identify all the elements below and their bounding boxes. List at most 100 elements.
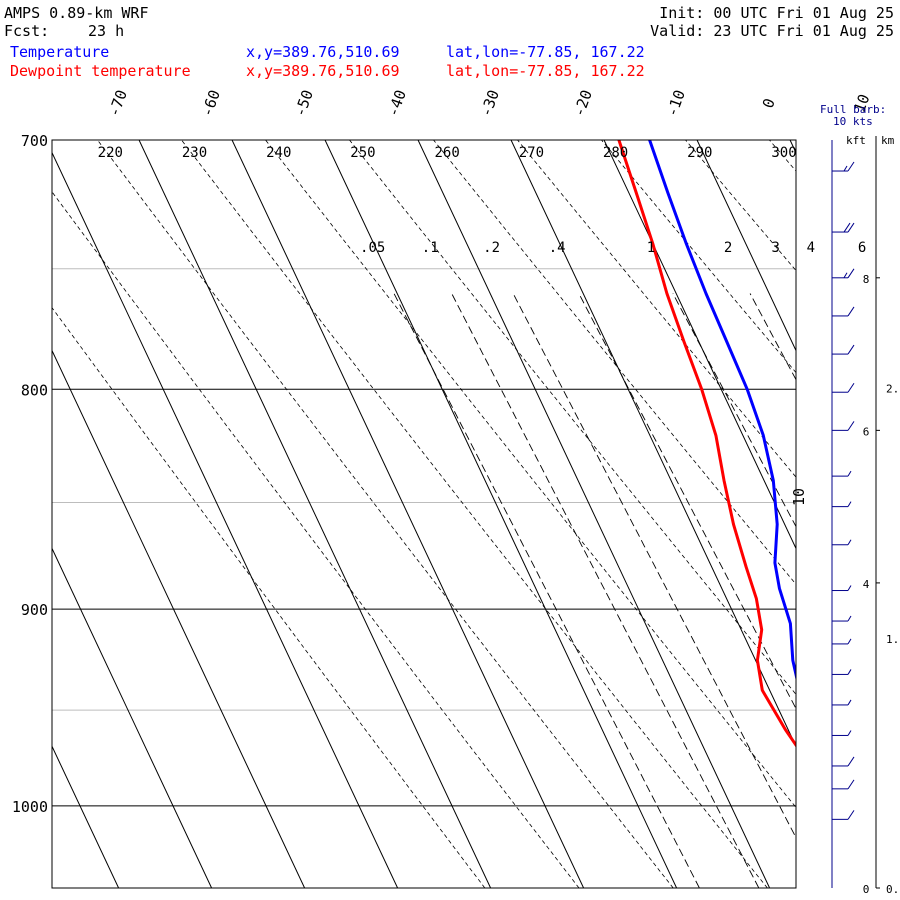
forecast-label: Fcst: bbox=[4, 22, 50, 40]
legend-dewpoint-name: Dewpoint temperature bbox=[10, 62, 191, 80]
mixing-ratio-label-.2: .2 bbox=[483, 240, 500, 256]
isotherm-label--20: -20 bbox=[570, 87, 596, 119]
isotherm-label-side-10: 10 bbox=[790, 488, 808, 506]
isotherm--10 bbox=[696, 140, 796, 352]
dry-adiabat-200 bbox=[52, 307, 486, 888]
dry-adiabat-300 bbox=[768, 140, 796, 172]
mixing-ratio-line-.2 bbox=[512, 293, 796, 839]
dry-adiabat-230 bbox=[180, 140, 768, 888]
dry-adiabat-220 bbox=[97, 140, 674, 888]
axis-labels: 700 800 900 1000 -70 -60 -50 -40 -30 -20 -10 0 10 10 2… bbox=[12, 87, 874, 815]
mixing-ratio-label-.1: .1 bbox=[422, 240, 439, 256]
wind-barb-9-half bbox=[847, 539, 852, 546]
mixing-ratio-label-.4: .4 bbox=[549, 240, 566, 256]
pressure-label-900: 900 bbox=[21, 601, 48, 619]
wind-barb-8-half bbox=[847, 585, 852, 591]
isotherm-lines bbox=[52, 140, 900, 888]
isotherm--20 bbox=[603, 140, 796, 550]
temperature-trace bbox=[648, 140, 796, 682]
isotherm--80 bbox=[52, 151, 399, 888]
mixing-ratio-line-.4 bbox=[578, 293, 796, 710]
kft-label: kft bbox=[846, 134, 866, 147]
pressure-label-1000: 1000 bbox=[12, 798, 48, 816]
isotherm-label-0: 0 bbox=[759, 96, 779, 111]
wind-barb-10-half bbox=[847, 501, 852, 507]
wind-barb-11-half bbox=[847, 470, 852, 477]
dry-adiabat-label-220: 220 bbox=[98, 145, 123, 161]
wind-barb-1-full-0 bbox=[847, 779, 855, 790]
wind-barbs bbox=[831, 140, 855, 888]
legend-temperature-xy: x,y=389.76,510.69 bbox=[246, 43, 400, 61]
wind-barb-18-half bbox=[843, 165, 848, 172]
dry-adiabat-label-270: 270 bbox=[519, 145, 544, 161]
dewpoint-trace bbox=[617, 140, 796, 748]
mixing-ratio-label-2: 2 bbox=[724, 240, 732, 256]
km-label: km bbox=[881, 134, 895, 147]
mixing-ratio-label-3: 3 bbox=[772, 240, 780, 256]
height-ticks: 8 6 4 0 2. 1. 0. bbox=[863, 273, 900, 896]
wind-barb-3-half bbox=[847, 730, 852, 736]
legend-temperature-latlon: lat,lon=-77.85, 167.22 bbox=[446, 43, 645, 61]
isotherm--30 bbox=[510, 140, 796, 748]
kft-tick-label-0: 0 bbox=[863, 883, 870, 896]
sounding-traces bbox=[617, 140, 796, 748]
wind-barb-2-full-0 bbox=[847, 756, 855, 767]
chart-title: AMPS 0.89-km WRF bbox=[4, 4, 149, 22]
dry-adiabat-label-230: 230 bbox=[182, 145, 207, 161]
legend-dewpoint-xy: x,y=389.76,510.69 bbox=[246, 62, 400, 80]
mixing-ratio-label-.05: .05 bbox=[360, 240, 385, 256]
mixing-ratio-label-6: 6 bbox=[858, 240, 866, 256]
km-tick-label-1.: 1. bbox=[886, 633, 899, 646]
isotherm-label--50: -50 bbox=[291, 87, 317, 119]
dry-adiabat-240 bbox=[264, 140, 796, 809]
wind-barb-12-full-0 bbox=[847, 421, 855, 431]
wind-barb-15-full-0 bbox=[847, 306, 855, 317]
dry-adiabat-label-250: 250 bbox=[350, 145, 375, 161]
wind-barb-13-full-0 bbox=[847, 382, 855, 393]
mixing-ratio-line-2 bbox=[749, 293, 796, 381]
isotherm-label--60: -60 bbox=[198, 87, 224, 119]
isotherm--60 bbox=[231, 140, 585, 888]
dry-adiabat-label-240: 240 bbox=[266, 145, 291, 161]
mixing-ratio-lines bbox=[393, 293, 796, 888]
wind-barb-14-full-0 bbox=[847, 344, 855, 355]
plot-frame bbox=[51, 139, 797, 889]
isotherm-label--70: -70 bbox=[105, 87, 131, 119]
isotherm--110 bbox=[52, 745, 120, 888]
mixing-ratio-line-.05 bbox=[393, 293, 700, 888]
dry-adiabat-label-300: 300 bbox=[771, 145, 796, 161]
wind-barb-5-half bbox=[847, 669, 852, 675]
dry-adiabat-lines bbox=[52, 140, 796, 888]
dry-adiabat-260 bbox=[432, 140, 796, 585]
isotherm--70 bbox=[138, 140, 492, 888]
wind-barb-0-full-0 bbox=[847, 810, 855, 820]
pressure-label-800: 800 bbox=[21, 381, 48, 399]
mixing-ratio-label-4: 4 bbox=[807, 240, 815, 256]
mixing-ratio-line-.1 bbox=[451, 293, 760, 888]
forecast-value: 23 h bbox=[88, 22, 125, 40]
legend-dewpoint-latlon: lat,lon=-77.85, 167.22 bbox=[446, 62, 645, 80]
isotherm-label-10: 10 bbox=[850, 92, 873, 115]
barb-note-line1: Full barb: bbox=[820, 103, 886, 116]
kft-tick-label-4: 4 bbox=[863, 578, 870, 591]
dry-adiabat-label-260: 260 bbox=[435, 145, 460, 161]
valid-time: Valid: 23 UTC Fri 01 Aug 25 bbox=[650, 22, 894, 40]
km-tick-label-0.: 0. bbox=[886, 883, 899, 896]
dry-adiabat-label-280: 280 bbox=[603, 145, 628, 161]
dry-adiabat-280 bbox=[600, 140, 796, 374]
kft-tick-label-6: 6 bbox=[863, 425, 870, 438]
isotherm-10 bbox=[883, 140, 900, 888]
barb-note-line2: 10 kts bbox=[833, 115, 873, 128]
isotherm-label--10: -10 bbox=[663, 87, 689, 119]
isotherm--90 bbox=[52, 349, 306, 888]
dry-adiabat-270 bbox=[516, 140, 796, 478]
isotherm-label--40: -40 bbox=[384, 87, 410, 119]
wind-barb-18-full-0 bbox=[847, 161, 855, 172]
wind-barb-16-half bbox=[843, 272, 848, 279]
mixing-ratio-label-1: 1 bbox=[647, 240, 655, 256]
km-tick-label-2.: 2. bbox=[886, 383, 899, 396]
wind-barb-17-full-0 bbox=[847, 222, 855, 233]
wind-barb-7-half bbox=[847, 615, 852, 622]
isotherm--50 bbox=[324, 140, 678, 888]
